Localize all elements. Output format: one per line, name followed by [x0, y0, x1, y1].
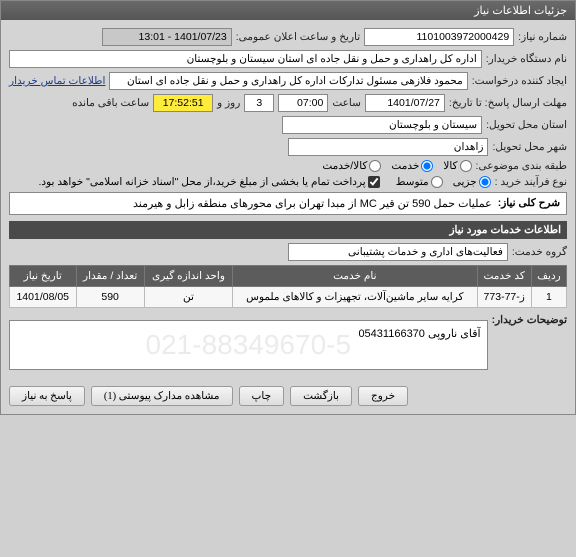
buyer-notes-label: توضیحات خریدار: — [492, 314, 567, 326]
table-header-cell: نام خدمت — [233, 266, 477, 287]
table-row: 1ز-77-773کرایه سایر ماشین‌آلات، تجهیزات … — [10, 287, 567, 308]
buyer-name-label: نام دستگاه خریدار: — [486, 53, 567, 65]
days-label: روز و — [217, 97, 240, 109]
radio-partial[interactable]: جزیی — [453, 176, 491, 188]
exit-button[interactable]: خروج — [358, 386, 408, 406]
description-box: شرح کلی نیاز: عملیات حمل 590 تن قیر MC ا… — [9, 192, 567, 215]
credit-check[interactable]: پرداخت تمام یا بخشی از مبلغ خرید،از محل … — [39, 176, 382, 188]
respond-button[interactable]: پاسخ به نیاز — [9, 386, 85, 406]
print-button[interactable]: چاپ — [239, 386, 285, 406]
service-group-field: فعالیت‌های اداری و خدمات پشتیبانی — [288, 243, 508, 261]
deadline-time-field: 07:00 — [278, 94, 328, 112]
table-cell: 1401/08/05 — [10, 287, 77, 308]
radio-khadamat[interactable]: خدمت — [391, 160, 433, 172]
table-cell: 590 — [76, 287, 144, 308]
desc-text: عملیات حمل 590 تن قیر MC از مبدا تهران ب… — [133, 197, 492, 210]
table-header-cell: ردیف — [531, 266, 566, 287]
details-window: جزئیات اطلاعات نیاز شماره نیاز: 11010039… — [0, 0, 576, 415]
time-label: ساعت — [332, 97, 361, 109]
table-header-cell: کد خدمت — [477, 266, 531, 287]
credit-checkbox[interactable] — [368, 176, 380, 188]
announce-label: تاریخ و ساعت اعلان عمومی: — [236, 31, 360, 43]
services-table: ردیفکد خدمتنام خدمتواحد اندازه گیریتعداد… — [9, 265, 567, 308]
table-cell: تن — [144, 287, 232, 308]
table-header-cell: تاریخ نیاز — [10, 266, 77, 287]
province-field: سیستان و بلوچستان — [282, 116, 482, 134]
table-header-row: ردیفکد خدمتنام خدمتواحد اندازه گیریتعداد… — [10, 266, 567, 287]
countdown-field: 17:52:51 — [153, 94, 213, 112]
content-area: شماره نیاز: 1101003972000429 تاریخ و ساع… — [1, 20, 575, 414]
province-label: استان محل تحویل: — [486, 119, 567, 131]
announce-field: 1401/07/23 - 13:01 — [102, 28, 232, 46]
service-group-label: گروه خدمت: — [512, 246, 567, 258]
requester-field: محمود فلازهی مسئول تدارکات اداره کل راهد… — [109, 72, 467, 90]
table-cell: 1 — [531, 287, 566, 308]
window-titlebar: جزئیات اطلاعات نیاز — [1, 1, 575, 20]
deadline-label: مهلت ارسال پاسخ: تا تاریخ: — [449, 97, 567, 109]
process-label: نوع فرآیند خرید : — [495, 176, 567, 188]
watermark: 021-88349670-5 — [146, 329, 352, 361]
buyer-notes-box: آقای ناروپی 05431166370 021-88349670-5 — [9, 320, 488, 370]
table-cell: کرایه سایر ماشین‌آلات، تجهیزات و کالاهای… — [233, 287, 477, 308]
contact-link[interactable]: اطلاعات تماس خریدار — [9, 75, 105, 87]
need-no-label: شماره نیاز: — [518, 31, 567, 43]
buyer-name-field: اداره کل راهداری و حمل و نقل جاده ای است… — [9, 50, 482, 68]
radio-kala[interactable]: کالا — [443, 160, 471, 172]
button-row: پاسخ به نیاز مشاهده مدارک پیوستی (1) چاپ… — [9, 380, 567, 406]
days-field: 3 — [244, 94, 274, 112]
remain-label: ساعت باقی مانده — [72, 97, 149, 109]
class-label: طبقه بندی موضوعی: — [476, 160, 567, 172]
attachments-button[interactable]: مشاهده مدارک پیوستی (1) — [91, 386, 233, 406]
deadline-date-field: 1401/07/27 — [365, 94, 445, 112]
window-title: جزئیات اطلاعات نیاز — [474, 5, 567, 17]
process-radio-group: جزیی متوسط — [396, 176, 491, 188]
desc-label: شرح کلی نیاز: — [498, 197, 560, 210]
table-header-cell: تعداد / مقدار — [76, 266, 144, 287]
buyer-notes-text: آقای ناروپی 05431166370 — [358, 328, 480, 340]
table-header-cell: واحد اندازه گیری — [144, 266, 232, 287]
radio-medium[interactable]: متوسط — [396, 176, 443, 188]
services-header: اطلاعات خدمات مورد نیاز — [9, 221, 567, 239]
radio-both[interactable]: کالا/خدمت — [322, 160, 381, 172]
need-no-field: 1101003972000429 — [364, 28, 514, 46]
class-radio-group: کالا خدمت کالا/خدمت — [322, 160, 471, 172]
table-cell: ز-77-773 — [477, 287, 531, 308]
table-body: 1ز-77-773کرایه سایر ماشین‌آلات، تجهیزات … — [10, 287, 567, 308]
back-button[interactable]: بازگشت — [290, 386, 352, 406]
city-label: شهر محل تحویل: — [492, 141, 567, 153]
city-field: زاهدان — [288, 138, 488, 156]
requester-label: ایجاد کننده درخواست: — [472, 75, 567, 87]
